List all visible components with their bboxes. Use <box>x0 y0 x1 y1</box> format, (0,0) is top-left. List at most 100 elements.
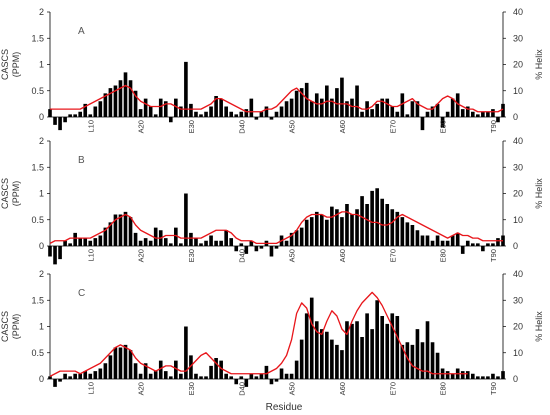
right-tick-label: 20 <box>513 189 523 199</box>
bar <box>400 93 405 117</box>
residue-label: A50 <box>288 382 297 395</box>
bar <box>289 373 294 379</box>
left-tick-label: 0.5 <box>31 348 44 358</box>
right-tick-label: 40 <box>513 7 523 17</box>
helix-line <box>49 291 468 377</box>
bar <box>254 117 259 120</box>
bar <box>350 323 354 379</box>
bar <box>435 103 440 117</box>
bar <box>294 90 299 117</box>
bar <box>400 217 405 246</box>
left-axis-title: CASCS(PPM) <box>0 311 21 342</box>
bar <box>395 111 400 117</box>
bar <box>204 111 208 117</box>
bar <box>224 106 228 117</box>
bar <box>350 214 354 246</box>
bar <box>264 106 269 117</box>
bar <box>239 376 244 379</box>
bar <box>299 227 304 246</box>
bar <box>390 313 395 379</box>
bar <box>244 246 249 254</box>
bar <box>415 101 420 117</box>
bar <box>319 214 324 246</box>
bar <box>48 376 52 379</box>
bar <box>168 243 173 246</box>
bar <box>465 240 470 246</box>
bar <box>450 373 455 379</box>
bar <box>350 98 354 117</box>
bar <box>405 114 410 117</box>
bar <box>53 117 57 125</box>
panel-letter: B <box>78 155 85 166</box>
bar <box>83 371 88 379</box>
bar <box>405 342 410 379</box>
bar <box>128 350 133 379</box>
bar <box>304 82 309 117</box>
right-tick-label: 10 <box>513 215 523 225</box>
bar <box>335 88 339 117</box>
bar <box>335 344 339 379</box>
bar <box>420 235 425 246</box>
residue-label: A50 <box>288 249 297 262</box>
left-tick-label: 1.5 <box>31 295 44 305</box>
bar <box>355 321 359 379</box>
bar <box>269 246 274 257</box>
bar <box>73 232 77 246</box>
bar <box>113 347 118 379</box>
bar <box>284 240 289 246</box>
bar <box>199 114 203 117</box>
bar <box>133 363 138 379</box>
bar <box>224 373 228 379</box>
bar <box>330 339 334 379</box>
bar <box>309 217 314 246</box>
bar <box>340 350 344 379</box>
right-tick-label: 0 <box>513 241 518 251</box>
bar <box>108 88 113 117</box>
bar <box>501 371 505 379</box>
bar <box>123 211 128 246</box>
right-tick-label: 10 <box>513 86 523 96</box>
left-axis-title-line: (PPM) <box>11 52 21 78</box>
bar <box>259 373 264 379</box>
right-tick-label: 20 <box>513 60 523 70</box>
right-tick-label: 40 <box>513 269 523 279</box>
bar <box>78 373 83 379</box>
bar <box>174 227 178 246</box>
bar <box>460 246 465 254</box>
bar <box>209 106 213 117</box>
bar <box>219 98 223 117</box>
bar <box>138 109 143 117</box>
bar <box>330 206 334 246</box>
right-tick-label: 10 <box>513 348 523 358</box>
bar <box>249 98 254 117</box>
bar <box>455 93 460 117</box>
residue-label: A60 <box>338 249 347 262</box>
bar <box>88 373 93 379</box>
bar <box>189 103 193 117</box>
bar <box>284 373 289 379</box>
bar <box>83 103 88 117</box>
residue-label: L10 <box>86 120 95 133</box>
bar <box>168 376 173 379</box>
bar <box>78 111 83 117</box>
left-axis-title: CASCS(PPM) <box>0 178 21 209</box>
bar <box>163 101 168 117</box>
residue-label: E30 <box>187 249 196 262</box>
left-axis-title-line: CASCS <box>0 178 10 209</box>
left-axis-title-line: (PPM) <box>11 314 21 340</box>
left-tick-label: 0.5 <box>31 86 44 96</box>
left-axis-title-line: CASCS <box>0 311 10 342</box>
bar <box>486 243 490 246</box>
right-axis-title: % Helix <box>534 311 544 342</box>
bar <box>299 88 304 117</box>
left-tick-label: 2 <box>39 269 44 279</box>
bar <box>138 240 143 246</box>
bar <box>108 222 113 246</box>
helix-line <box>49 211 503 245</box>
bar <box>360 337 364 379</box>
bar <box>179 106 183 117</box>
bar <box>465 371 470 379</box>
bar <box>214 358 218 379</box>
